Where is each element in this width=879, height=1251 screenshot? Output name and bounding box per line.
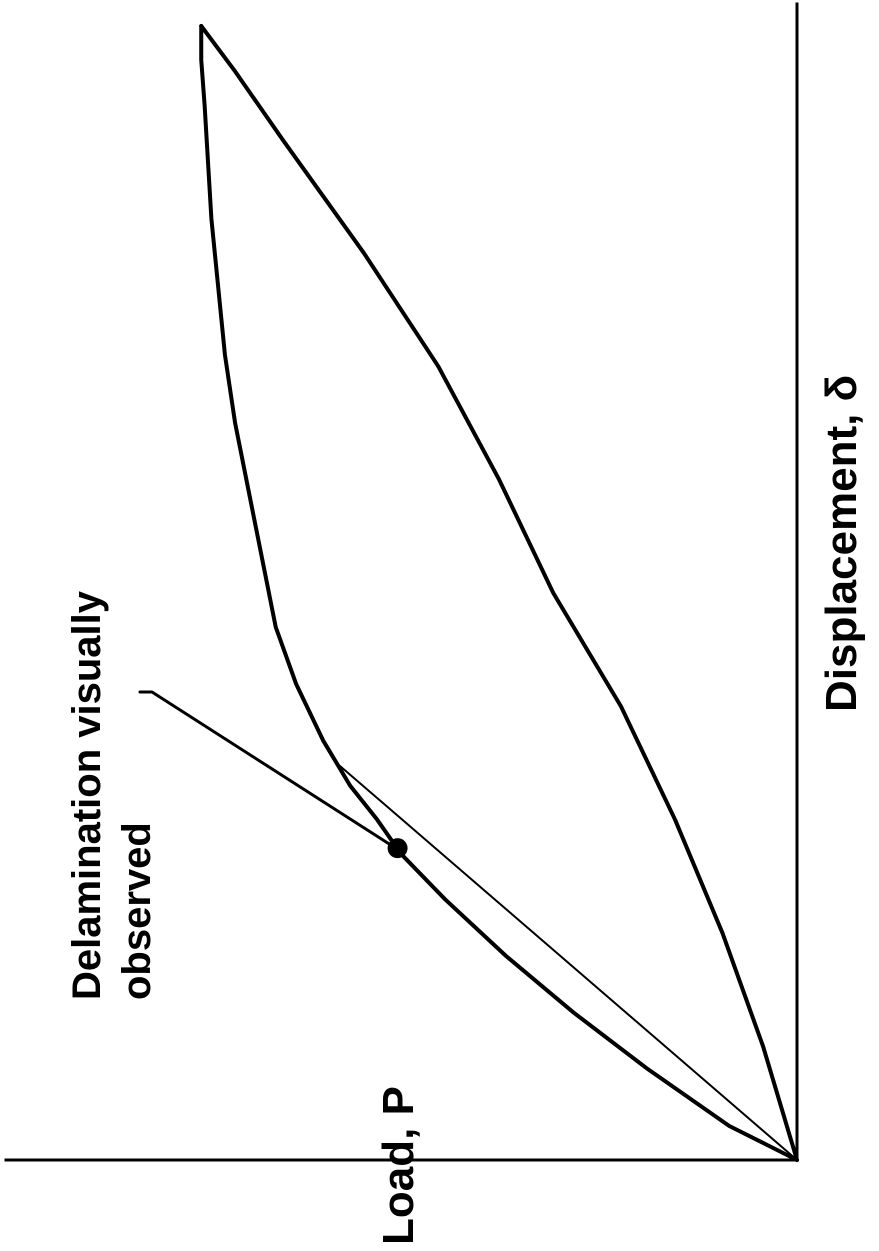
series-layer — [199, 24, 799, 1162]
x-axis-label: Displacement, δ — [817, 375, 866, 712]
annotation-text-line-1: Delamination visually — [65, 590, 109, 1000]
annotation-layer: Delamination visually observed — [65, 590, 408, 1000]
y-axis-label: Load, P — [374, 1086, 423, 1245]
annotation-leader — [138, 690, 395, 848]
annotation-text-line-2: observed — [115, 822, 159, 1000]
series-line-1 — [199, 24, 799, 1162]
axes — [4, 2, 799, 1162]
series-line-3 — [335, 762, 798, 1161]
series-line-2 — [199, 24, 799, 1162]
delamination-marker — [387, 838, 408, 859]
